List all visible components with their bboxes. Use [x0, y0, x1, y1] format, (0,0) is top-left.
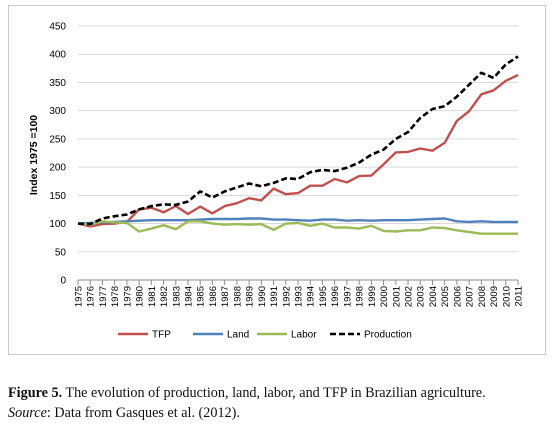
y-tick-label: 350 — [49, 78, 66, 89]
x-tick-label: 1992 — [281, 286, 292, 307]
legend-label-land: Land — [227, 330, 249, 341]
x-tick-label: 1997 — [342, 286, 353, 307]
series-line-land — [77, 217, 518, 225]
x-tick-label: 1995 — [318, 286, 329, 307]
x-tick-label: 1987 — [220, 286, 231, 307]
legend: TFP Land Labor Production — [118, 330, 412, 341]
legend-label-tfp: TFP — [152, 330, 171, 341]
line-chart: 0 50 100 150 200 250 300 350 400 450 1975 1976 1977… — [28, 22, 525, 341]
axes — [77, 279, 519, 285]
y-tick-label: 200 — [49, 163, 66, 174]
x-tick-label: 1976 — [86, 286, 97, 307]
x-tick-label: 1984 — [184, 286, 195, 307]
x-tick-label: 2001 — [391, 286, 402, 307]
x-tick-label: 2010 — [501, 286, 512, 307]
x-tick-labels: 1975 1976 1977 1978 1979 1980 1981 1982 1983 1984… — [74, 286, 525, 307]
y-tick-label: 400 — [49, 50, 66, 61]
series-line-labor — [77, 220, 518, 235]
x-tick-label: 2002 — [404, 286, 415, 307]
x-tick-label: 1985 — [196, 286, 207, 307]
x-tick-label: 1986 — [208, 286, 219, 307]
x-tick-label: 1977 — [98, 286, 109, 307]
x-tick-label: 1993 — [294, 286, 305, 307]
x-tick-label: 1988 — [232, 286, 243, 307]
series-lines — [77, 55, 519, 235]
x-tick-label: 2004 — [428, 286, 439, 307]
x-tick-label: 1975 — [74, 286, 85, 307]
y-axis-title: Index 1975 =100 — [28, 115, 40, 195]
y-tick-label: 250 — [49, 134, 66, 145]
x-tick-label: 1979 — [122, 286, 133, 307]
caption-figure-text: The evolution of production, land, labor… — [62, 385, 486, 401]
figure-caption: Figure 5. The evolution of production, l… — [8, 383, 553, 423]
series-line-tfp — [77, 74, 519, 228]
x-tick-label: 2009 — [489, 286, 500, 307]
x-tick-label: 1999 — [367, 286, 378, 307]
x-tick-label: 1983 — [171, 286, 182, 307]
x-tick-label: 1981 — [147, 286, 158, 307]
caption-figure-label: Figure 5. — [8, 385, 63, 401]
y-tick-label: 450 — [49, 22, 66, 33]
x-tick-label: 1990 — [257, 286, 268, 307]
caption-source-line: Source: Data from Gasques et al. (2012). — [8, 403, 553, 423]
x-tick-label: 1980 — [135, 286, 146, 307]
y-tick-label: 0 — [60, 276, 66, 287]
x-tick-label: 1994 — [306, 286, 317, 307]
legend-label-production: Production — [364, 330, 412, 341]
y-tick-labels: 0 50 100 150 200 250 300 350 400 450 — [49, 22, 66, 287]
caption-source-text: : Data from Gasques et al. (2012). — [46, 405, 240, 421]
y-tick-label: 300 — [49, 106, 66, 117]
caption-title-line: Figure 5. The evolution of production, l… — [8, 383, 553, 403]
x-tick-label: 1989 — [245, 286, 256, 307]
x-tick-label: 1998 — [355, 286, 366, 307]
caption-source-label: Source — [8, 405, 47, 421]
x-tick-label: 2007 — [465, 286, 476, 307]
gridlines — [78, 25, 518, 253]
x-tick-label: 2006 — [452, 286, 463, 307]
x-tick-label: 1978 — [110, 286, 121, 307]
y-tick-label: 100 — [49, 219, 66, 230]
x-tick-label: 1991 — [269, 286, 280, 307]
legend-label-labor: Labor — [291, 330, 317, 341]
x-tick-label: 2000 — [379, 286, 390, 307]
x-tick-label: 1982 — [159, 286, 170, 307]
y-tick-label: 50 — [55, 247, 67, 258]
chart-frame — [8, 5, 546, 355]
x-tick-label: 2005 — [440, 286, 451, 307]
y-tick-label: 150 — [49, 191, 66, 202]
x-tick-label: 2003 — [416, 286, 427, 307]
x-tick-label: 2011 — [514, 286, 525, 306]
series-line-production — [77, 55, 519, 226]
x-tick-label: 1996 — [330, 286, 341, 307]
x-tick-label: 2008 — [477, 286, 488, 307]
